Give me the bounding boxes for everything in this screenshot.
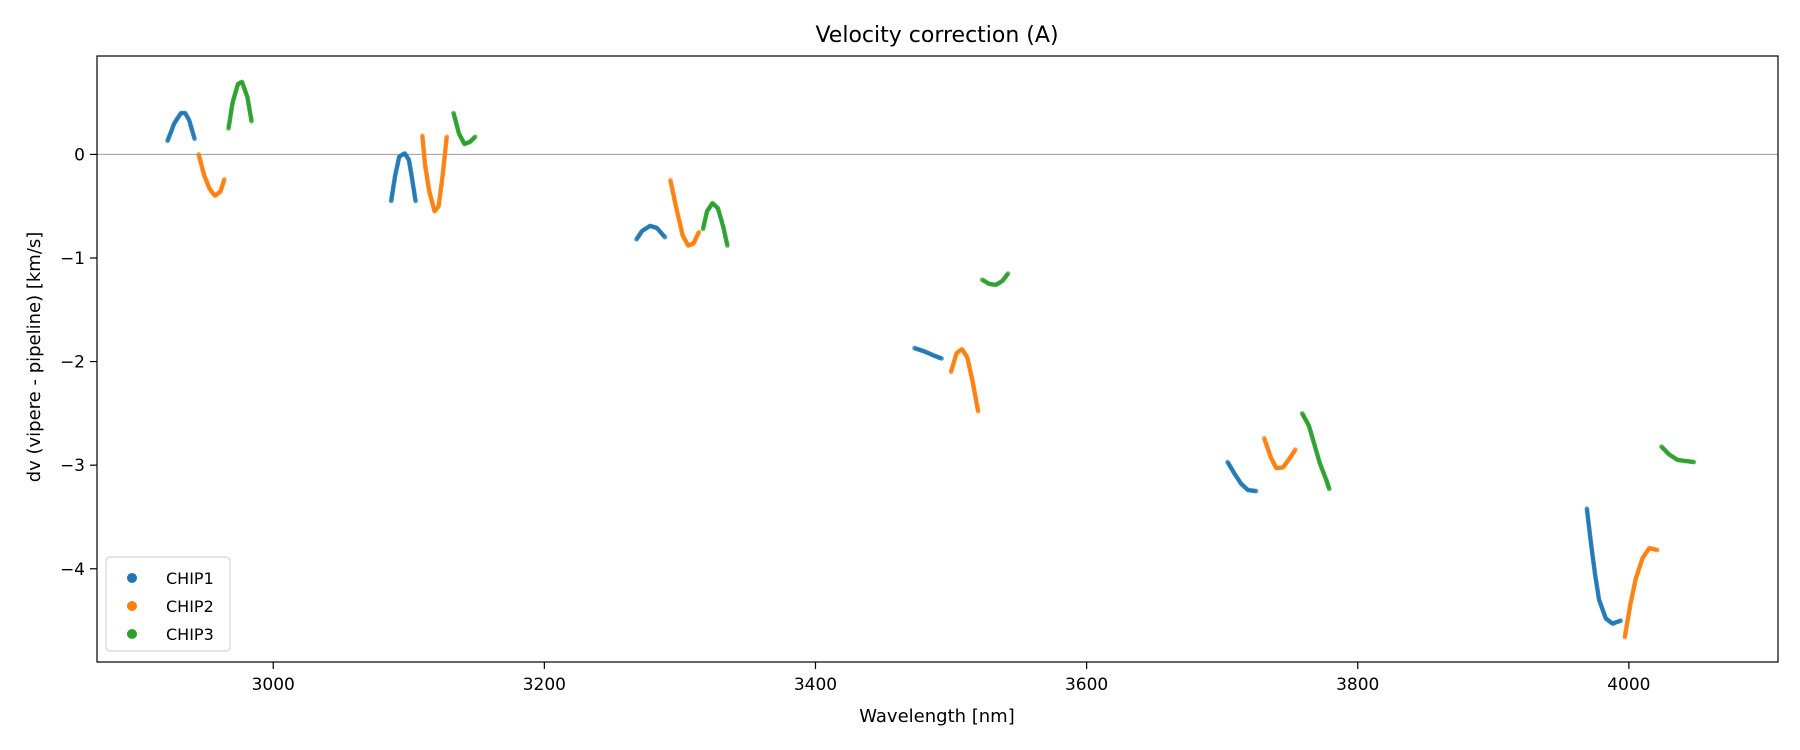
data-point <box>444 134 450 140</box>
data-point <box>1327 486 1332 492</box>
data-point <box>1253 488 1259 494</box>
data-point <box>662 235 668 240</box>
y-tick-label: 0 <box>74 145 85 165</box>
plot-frame <box>96 55 1779 663</box>
legend-marker-chip2 <box>127 601 137 611</box>
y-tick-label: −1 <box>60 249 85 269</box>
data-point <box>1618 618 1623 623</box>
y-tick-label: −2 <box>60 353 85 373</box>
series-chip2 <box>196 133 1660 640</box>
data-point <box>249 119 254 124</box>
legend-marker-chip3 <box>127 629 137 639</box>
data-point <box>1293 447 1298 452</box>
data-point <box>975 409 981 414</box>
chart-title: Velocity correction (A) <box>815 23 1058 48</box>
legend-label-chip1: CHIP1 <box>166 569 214 588</box>
y-tick-label: −4 <box>60 560 85 580</box>
data-point <box>696 229 702 235</box>
y-axis-label: dv (vipere - pipeline) [km/s] <box>24 232 45 483</box>
x-tick-label: 3600 <box>1065 675 1108 695</box>
x-tick-label: 3000 <box>252 675 295 695</box>
x-tick-label: 3200 <box>523 675 566 695</box>
data-point <box>472 134 478 140</box>
data-point <box>725 243 730 248</box>
data-points <box>165 79 1697 640</box>
data-point <box>939 356 944 361</box>
legend-label-chip3: CHIP3 <box>166 625 214 644</box>
x-tick-label: 3800 <box>1336 675 1379 695</box>
legend: CHIP1 CHIP2 CHIP3 <box>105 556 231 652</box>
data-point <box>413 198 418 204</box>
data-point <box>222 177 227 182</box>
x-axis-ticks: 3000 3200 3400 3600 3800 4000 <box>252 662 1651 695</box>
legend-marker-chip1 <box>127 573 137 583</box>
x-axis-label: Wavelength [nm] <box>859 706 1015 727</box>
data-point <box>192 136 197 142</box>
x-tick-label: 4000 <box>1607 675 1650 695</box>
series-chip1 <box>165 110 1623 626</box>
y-axis-ticks: 0 −1 −2 −3 −4 <box>60 145 97 580</box>
y-tick-label: −3 <box>60 456 85 476</box>
legend-box <box>105 556 231 652</box>
data-point <box>1655 547 1660 553</box>
legend-label-chip2: CHIP2 <box>166 597 214 616</box>
data-point <box>1691 459 1697 465</box>
x-tick-label: 3400 <box>794 675 837 695</box>
series-chip3 <box>226 79 1697 492</box>
data-point <box>1005 271 1011 276</box>
